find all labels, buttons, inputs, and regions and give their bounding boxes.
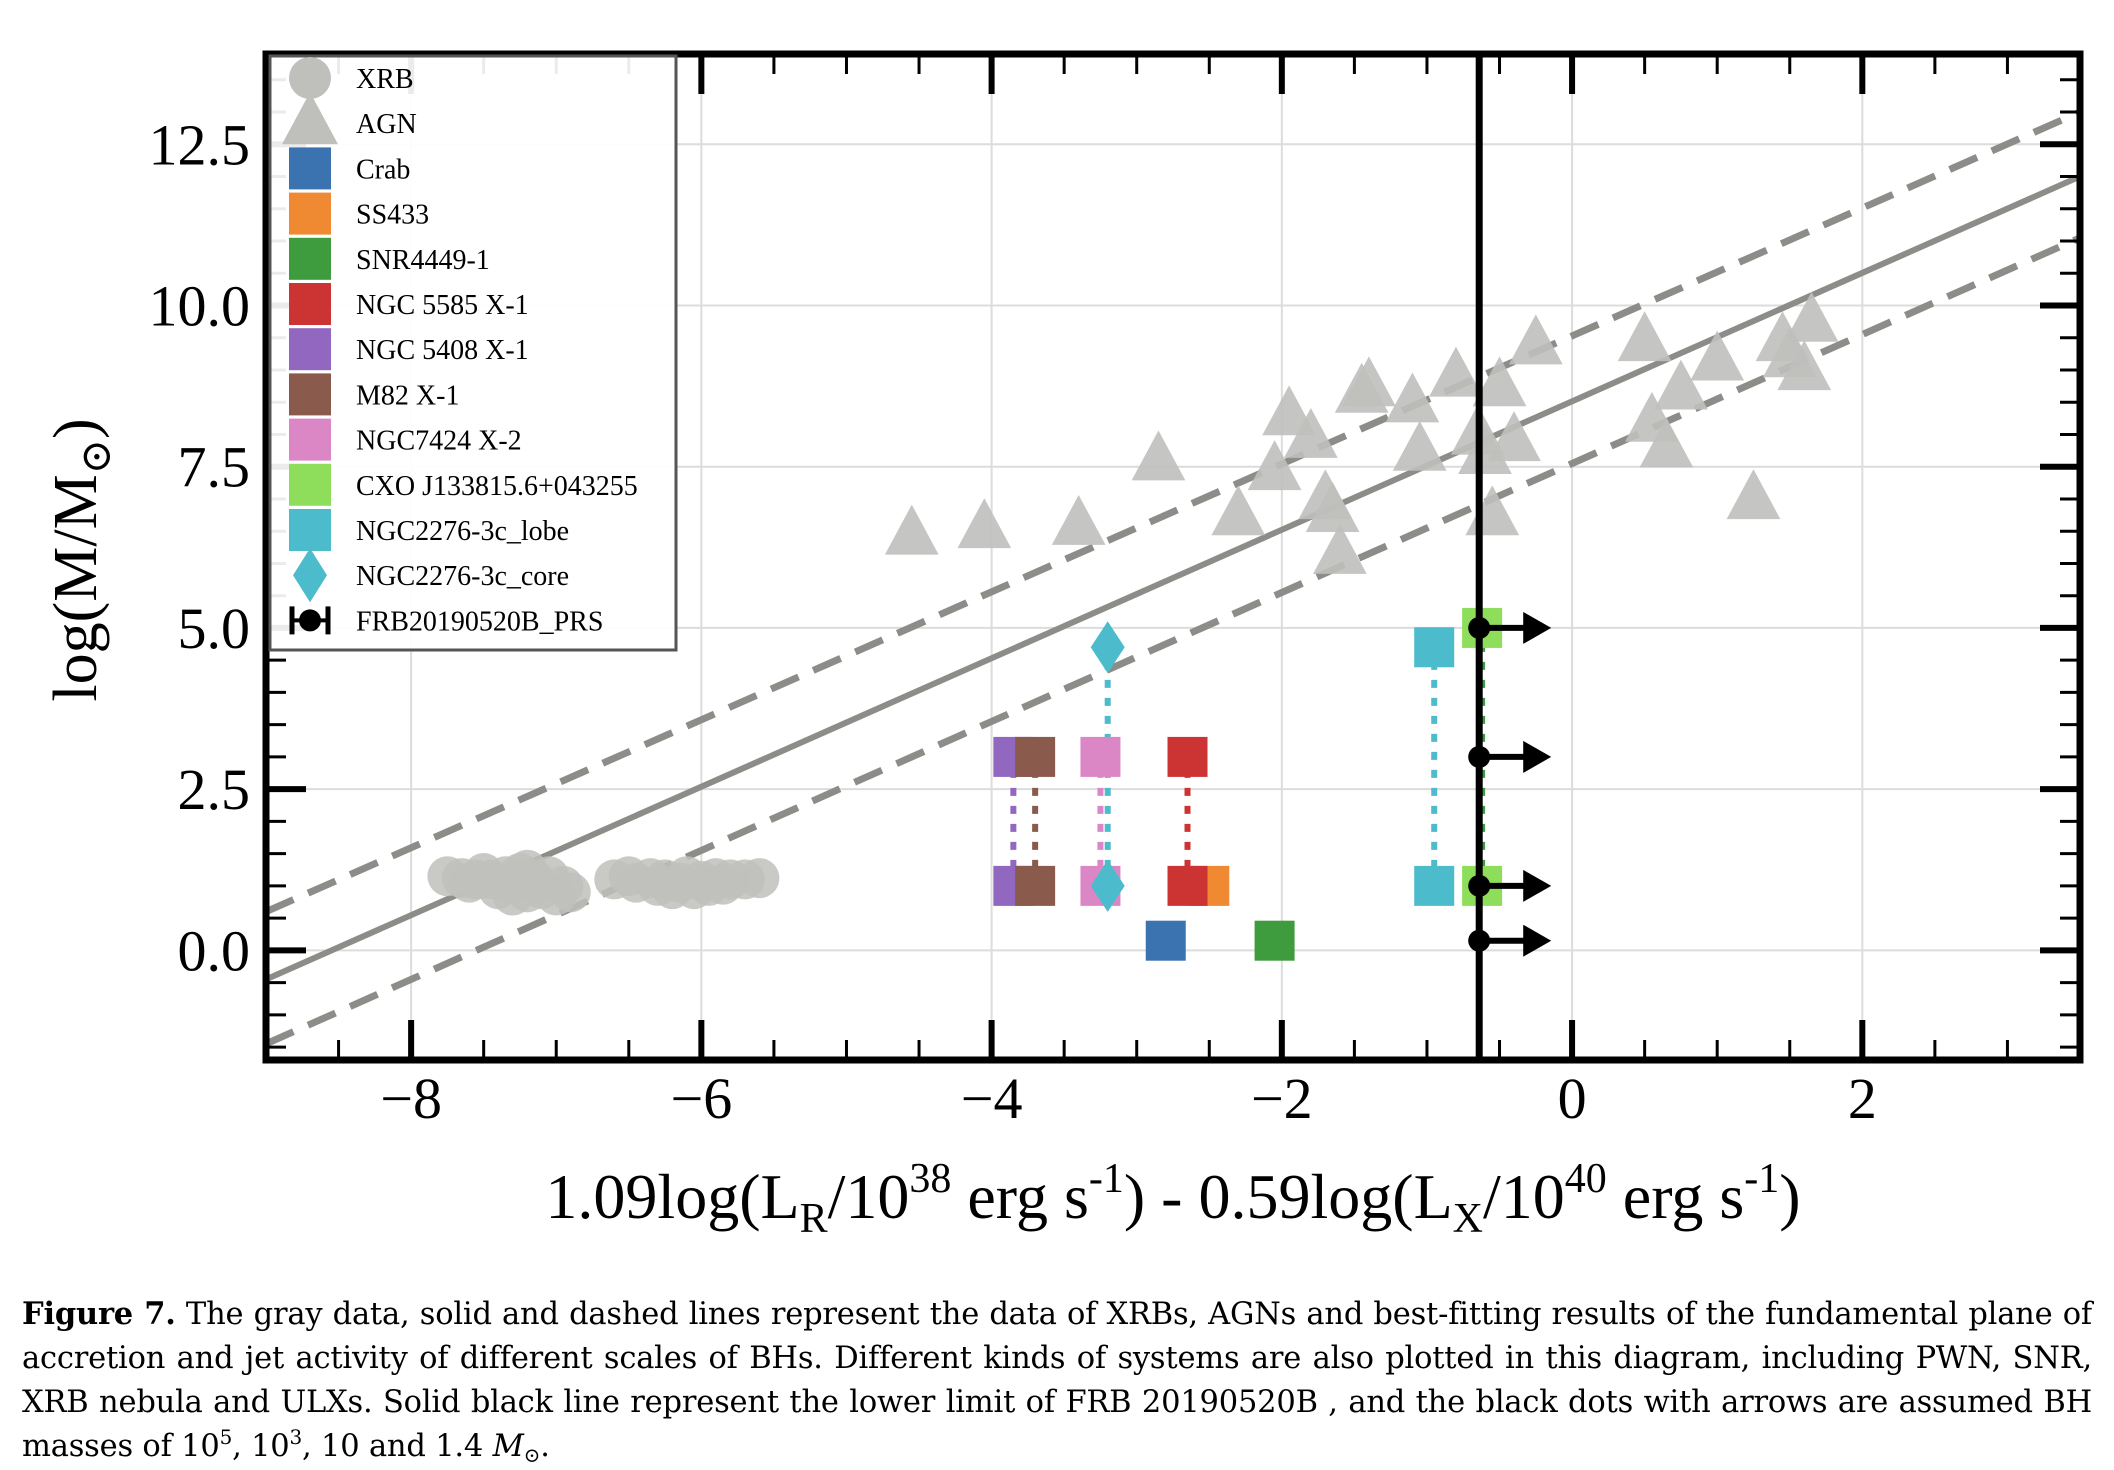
ngc-5585-x-1-marker-0 [1167, 865, 1208, 906]
frb-arrow-head-3 [1523, 611, 1552, 644]
legend-ngc-5408-x-1-label: NGC 5408 X-1 [356, 335, 529, 366]
legend-ngc-5408-x-1-marker [289, 328, 331, 371]
agn-point-19 [1472, 356, 1527, 407]
agn-point-12 [1342, 356, 1396, 407]
legend-crab-marker [289, 147, 331, 190]
legend-m82-x-1-marker [289, 373, 331, 416]
agn-point-27 [1726, 469, 1781, 520]
agn-point-0 [884, 504, 939, 555]
system-markers [993, 607, 1503, 961]
legend-ngc2276-3c-core-label: NGC2276-3c_core [356, 561, 569, 592]
agn-point-20 [1487, 411, 1541, 462]
caption-label: Figure 7. [22, 1296, 176, 1332]
legend-ngc-5585-x-1-marker [289, 283, 331, 325]
figure-caption: Figure 7. The gray data, solid and dashe… [22, 1296, 2092, 1467]
agn-point-6 [1262, 385, 1316, 436]
agn-point-7 [1283, 407, 1338, 458]
axes-frame [262, 50, 2084, 1064]
ngc2276-3c-core-marker-0 [1090, 859, 1125, 912]
y-tick-label-2: 5.0 [178, 596, 251, 661]
legend-cxo-j133815-6-043255-marker [289, 463, 331, 506]
agn-point-4 [1211, 485, 1266, 536]
crab-marker-0 [1145, 920, 1186, 961]
ngc-5585-x-1-marker-1 [1167, 736, 1208, 777]
upper-dashed-line [266, 108, 2080, 915]
agn-point-31 [1784, 291, 1839, 342]
legend-m82-x-1-label: M82 X-1 [356, 380, 459, 411]
m82-x-1-marker-1 [1015, 736, 1056, 777]
snr4449-1-marker-0 [1254, 920, 1295, 961]
y-tick-label-1: 2.5 [178, 757, 251, 822]
legend-crab-label: Crab [356, 154, 410, 185]
agn-point-15 [1429, 346, 1483, 397]
x-tick-label-5: 2 [1848, 1066, 1877, 1131]
agn-point-17 [1458, 424, 1512, 474]
legend-agn-label: AGN [356, 109, 417, 140]
chart: −8 −6 −4 −2 0 2 0.0 2.5 5.0 7.5 10.0 12.5 1.09log(L… [42, 50, 2084, 1242]
ngc2276-3c-core-marker-1 [1090, 621, 1125, 674]
agn-point-9 [1305, 482, 1360, 533]
tick-labels: −8 −6 −4 −2 0 2 0.0 2.5 5.0 7.5 10.0 12.5 [149, 112, 1877, 1131]
y-axis-label: log(M/M⊙) [42, 418, 120, 701]
agn-point-13 [1385, 372, 1440, 423]
legend-ss433-label: SS433 [356, 200, 429, 231]
agn-point-1 [957, 498, 1012, 549]
agn-point-22 [1617, 311, 1672, 362]
agn-point-3 [1131, 430, 1186, 481]
y-tick-label-5: 12.5 [149, 112, 251, 177]
legend-ngc7424-x-2-marker [289, 418, 331, 461]
plot-border [262, 50, 2084, 1064]
xrb-point-14 [550, 872, 591, 913]
frb-arrow-head-1 [1523, 869, 1552, 902]
m82-x-1-marker-0 [1015, 865, 1056, 906]
legend-ngc2276-3c-lobe-label: NGC2276-3c_lobe [356, 516, 569, 547]
x-tick-label-3: −2 [1251, 1066, 1313, 1131]
x-tick-label-1: −6 [671, 1066, 733, 1131]
legend-ngc-5585-x-1-label: NGC 5585 X-1 [356, 290, 529, 321]
legend-frb20190520b-prs-label: FRB20190520B_PRS [356, 606, 603, 637]
legend-xrb-label: XRB [356, 64, 414, 95]
xrb-point-16 [441, 858, 482, 899]
xrb-point-18 [507, 849, 548, 890]
xrb-points [427, 849, 780, 916]
y-tick-label-3: 7.5 [178, 435, 251, 500]
ngc2276-3c-lobe-marker-1 [1414, 627, 1455, 668]
agn-point-26 [1690, 330, 1745, 381]
x-axis-label: 1.09log(LR/1038 erg s-1) - 0.59log(LX/10… [545, 1156, 1800, 1242]
legend-agn-marker [282, 92, 338, 145]
y-tick-label-0: 0.0 [178, 918, 251, 983]
x-tick-label-4: 0 [1558, 1066, 1587, 1131]
legend-snr4449-1-marker [289, 237, 331, 280]
legend-frb20190520b-prs-marker [299, 609, 321, 632]
frb-arrow-head-2 [1523, 740, 1552, 773]
ngc7424-x-2-marker-1 [1080, 736, 1121, 777]
legend-snr4449-1-label: SNR4449-1 [356, 245, 490, 276]
ngc2276-3c-lobe-marker-0 [1414, 865, 1455, 906]
x-tick-label-2: −4 [961, 1066, 1023, 1131]
xrb-point-35 [739, 858, 780, 899]
frb-arrow-head-0 [1523, 924, 1552, 957]
agn-point-2 [1051, 494, 1106, 545]
legend-xrb-marker [289, 57, 331, 99]
y-tick-label-4: 10.0 [149, 274, 251, 339]
frb-markers [1468, 54, 1552, 1060]
agn-points [884, 291, 1839, 574]
legend-cxo-j133815-6-043255-label: CXO J133815.6+043255 [356, 471, 638, 502]
agn-point-10 [1313, 524, 1367, 574]
agn-point-21 [1508, 314, 1563, 365]
agn-point-24 [1639, 417, 1694, 468]
best-fit-line [266, 173, 2080, 983]
x-tick-label-0: −8 [380, 1066, 442, 1131]
legend: XRB AGN Crab SS433 SNR4449-1 NGC 5585 X-1 NGC … [268, 54, 678, 652]
legend-ngc2276-3c-core-marker [293, 548, 327, 603]
agn-point-5 [1247, 440, 1302, 491]
legend-ngc2276-3c-lobe-marker [289, 509, 331, 551]
agn-point-25 [1654, 359, 1708, 410]
agn-point-30 [1777, 340, 1832, 391]
agn-point-14 [1392, 420, 1447, 471]
legend-ngc7424-x-2-label: NGC7424 X-2 [356, 426, 522, 457]
legend-ss433-marker [289, 192, 331, 235]
legend-box [268, 54, 678, 652]
